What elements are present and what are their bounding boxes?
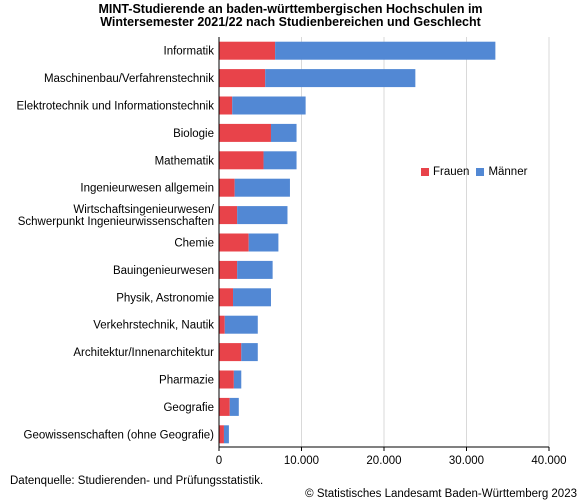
bar-frauen xyxy=(219,315,225,334)
legend-label-maenner: Männer xyxy=(488,166,528,178)
category-label: Maschinenbau/Verfahrenstechnik xyxy=(44,73,214,85)
bar-frauen xyxy=(219,123,271,142)
x-tick-label: 40.000 xyxy=(531,455,566,467)
chart-title-line-2: Wintersemester 2021/22 nach Studienberei… xyxy=(100,15,481,29)
bar-frauen xyxy=(219,178,235,197)
category-label: Elektrotechnik und Informationstechnik xyxy=(16,101,214,113)
bar-maenner xyxy=(224,315,258,334)
legend-item-frauen: Frauen xyxy=(421,166,469,178)
bar-frauen xyxy=(219,233,249,252)
category-label: Geowissenschaften (ohne Geografie) xyxy=(24,429,215,441)
chart-title-line-1: MINT-Studierende an baden-württembergisc… xyxy=(98,2,483,16)
legend-swatch-frauen xyxy=(421,168,429,176)
category-label: Chemie xyxy=(174,238,214,250)
category-label: Biologie xyxy=(173,128,214,140)
x-tick-label: 0 xyxy=(216,455,222,467)
category-label: Pharmazie xyxy=(159,375,214,387)
bar-frauen xyxy=(219,260,238,279)
category-label: Architektur/Innenarchitektur xyxy=(73,347,214,359)
x-tick-label: 10.000 xyxy=(284,455,319,467)
chart-title: MINT-Studierende an baden-württembergisc… xyxy=(0,3,581,29)
bar-maenner xyxy=(229,397,239,416)
legend-item-maenner: Männer xyxy=(476,166,527,178)
bar-maenner xyxy=(263,151,297,170)
bar-frauen xyxy=(219,96,233,115)
category-label: Ingenieurwesen allgemein xyxy=(80,183,214,195)
legend-label-frauen: Frauen xyxy=(433,166,470,178)
category-label: Verkehrstechnik, Nautik xyxy=(93,320,214,332)
bar-frauen xyxy=(219,370,234,389)
bar-maenner xyxy=(223,425,229,444)
x-tick-label: 30.000 xyxy=(449,455,484,467)
bar-maenner xyxy=(265,69,416,88)
category-label: Geografie xyxy=(163,402,214,414)
category-label: Physik, Astronomie xyxy=(116,292,214,304)
data-source-note: Datenquelle: Studierenden- und Prüfungss… xyxy=(10,475,264,487)
bar-maenner xyxy=(233,288,271,307)
bar-maenner xyxy=(275,41,496,60)
bar-frauen xyxy=(219,343,242,362)
x-tick-label: 20.000 xyxy=(366,455,401,467)
category-label: Informatik xyxy=(164,46,215,58)
bar-maenner xyxy=(233,370,242,389)
bar-maenner xyxy=(241,343,258,362)
bar-maenner xyxy=(237,260,273,279)
category-label: Bauingenieurwesen xyxy=(113,265,214,277)
copyright-note: © Statistisches Landesamt Baden-Württemb… xyxy=(305,488,577,500)
bar-frauen xyxy=(219,206,238,225)
bar-maenner xyxy=(232,96,306,115)
bar-frauen xyxy=(219,69,266,88)
chart-legend: Frauen Männer xyxy=(421,166,534,178)
bar-frauen xyxy=(219,425,224,444)
bar-maenner xyxy=(248,233,279,252)
legend-swatch-maenner xyxy=(476,168,485,176)
bar-frauen xyxy=(219,397,230,416)
bar-frauen xyxy=(219,151,264,170)
category-label: Wirtschaftsingenieurwesen/Schwerpunkt In… xyxy=(18,204,215,228)
bar-maenner xyxy=(234,178,290,197)
category-label: Mathematik xyxy=(155,155,215,167)
bar-maenner xyxy=(270,123,297,142)
bar-frauen xyxy=(219,288,234,307)
bar-maenner xyxy=(237,206,288,225)
bar-frauen xyxy=(219,41,276,60)
